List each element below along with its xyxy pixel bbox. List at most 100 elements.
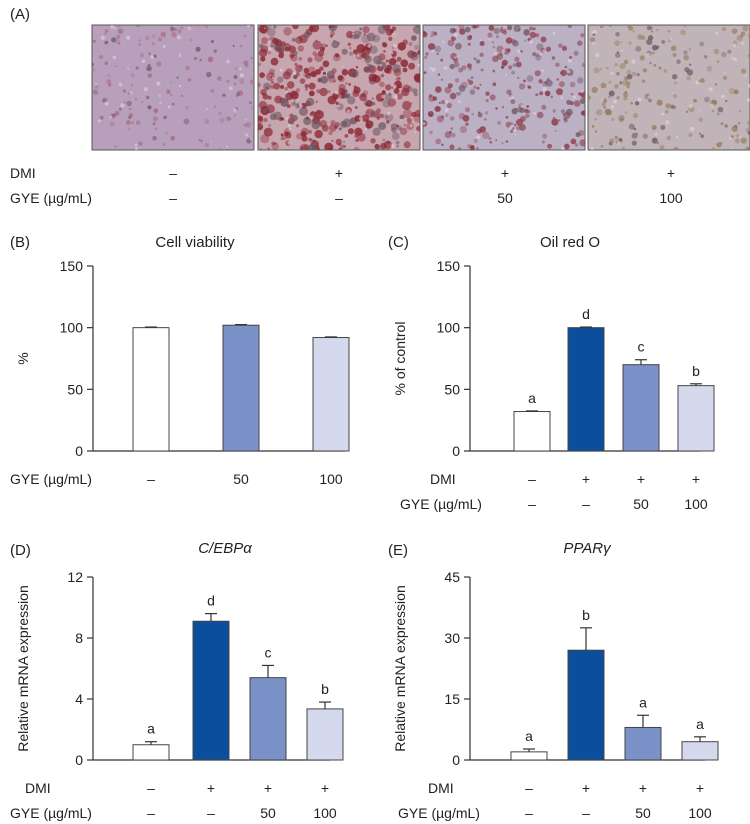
condition-cell: 50: [633, 496, 649, 512]
micrograph-gye-100: [587, 24, 750, 151]
significance-letter: c: [265, 644, 272, 660]
chart-d: (D) C/EBPα Relative mRNA expression 0 4 8 12 a d…: [10, 540, 344, 821]
chart-letter: (C): [388, 234, 409, 251]
panel-a-cell: +: [667, 165, 675, 181]
panel-a-cell: –: [335, 190, 343, 206]
condition-cell: +: [692, 471, 700, 487]
micrograph-control: [91, 24, 255, 151]
condition-row-label: GYE (µg/mL): [400, 496, 482, 512]
bar: [681, 741, 719, 761]
condition-cell: 100: [313, 805, 337, 821]
panel-a-letter: (A): [10, 6, 30, 23]
bar: [510, 751, 548, 761]
bar: [622, 364, 660, 452]
chart-c: (C) Oil red O % of control 0 50 100 150 a d c b DMI…: [388, 234, 715, 512]
chart-title: Cell viability: [155, 234, 235, 251]
significance-letter: b: [321, 681, 329, 697]
panel-a-cell: 50: [497, 190, 513, 206]
y-tick-label: 45: [444, 569, 460, 585]
condition-cell: –: [207, 805, 215, 821]
condition-cell: –: [528, 471, 536, 487]
condition-cell: +: [582, 471, 590, 487]
panel-a-row-label: DMI: [10, 165, 36, 181]
condition-row-label: GYE (µg/mL): [10, 471, 92, 487]
panel-a-row-label: GYE (µg/mL): [10, 190, 92, 206]
significance-letter: d: [207, 593, 215, 609]
panel-a: (A) DMI – + + + GYE (µg/mL) – – 50 100: [10, 6, 750, 206]
panel-a-cell: –: [169, 165, 177, 181]
bar: [249, 677, 287, 761]
panel-a-cell: +: [501, 165, 509, 181]
chart-letter: (B): [10, 234, 30, 251]
bar: [677, 385, 715, 452]
condition-cell: 50: [260, 805, 276, 821]
significance-letter: a: [147, 721, 155, 737]
condition-row-label: DMI: [25, 780, 51, 796]
condition-cell: +: [637, 471, 645, 487]
condition-cell: 100: [319, 471, 343, 487]
condition-cell: –: [147, 780, 155, 796]
panel-a-cell: –: [169, 190, 177, 206]
y-tick-label: 4: [75, 691, 83, 707]
y-tick-label: 100: [60, 320, 84, 336]
bar: [192, 620, 230, 761]
chart-e: (E) PPARγ Relative mRNA expression 0 15 30 45 a…: [388, 540, 719, 821]
y-axis-label: Relative mRNA expression: [392, 585, 408, 752]
bar: [567, 649, 605, 761]
significance-letter: b: [692, 363, 700, 379]
condition-cell: 100: [688, 805, 712, 821]
micrograph-dmi: [257, 24, 421, 151]
condition-cell: –: [582, 496, 590, 512]
bar: [132, 744, 170, 761]
significance-letter: a: [696, 716, 704, 732]
condition-cell: +: [696, 780, 704, 796]
y-tick-label: 30: [444, 630, 460, 646]
condition-cell: 50: [635, 805, 651, 821]
bar: [312, 337, 350, 452]
y-tick-label: 12: [67, 569, 83, 585]
significance-letter: a: [525, 728, 533, 744]
y-axis-label: %: [15, 352, 31, 364]
y-tick-label: 0: [75, 752, 83, 768]
micrograph-gye-50: [422, 24, 586, 151]
condition-row-label: DMI: [430, 471, 456, 487]
bar: [513, 411, 551, 452]
significance-letter: a: [639, 694, 647, 710]
y-axis-label: Relative mRNA expression: [15, 585, 31, 752]
y-tick-label: 50: [444, 381, 460, 397]
bar: [624, 726, 662, 761]
panel-a-cell: +: [335, 165, 343, 181]
condition-cell: –: [525, 780, 533, 796]
significance-letter: d: [582, 306, 590, 322]
condition-cell: –: [582, 805, 590, 821]
y-tick-label: 0: [75, 443, 83, 459]
y-axis-label: % of control: [392, 322, 408, 396]
panel-a-condition-table: DMI – + + + GYE (µg/mL) – – 50 100: [10, 165, 683, 206]
bar: [222, 324, 260, 452]
condition-cell: –: [147, 471, 155, 487]
condition-cell: –: [528, 496, 536, 512]
bar: [132, 327, 170, 452]
y-tick-label: 0: [452, 443, 460, 459]
y-tick-label: 150: [437, 258, 461, 274]
condition-row-label: DMI: [428, 780, 454, 796]
significance-letter: b: [582, 607, 590, 623]
condition-cell: –: [147, 805, 155, 821]
chart-title: Oil red O: [540, 234, 600, 251]
condition-row-label: GYE (µg/mL): [398, 805, 480, 821]
y-tick-label: 50: [67, 381, 83, 397]
significance-letter: c: [638, 339, 645, 355]
y-tick-label: 15: [444, 691, 460, 707]
chart-letter: (D): [10, 542, 31, 559]
micrograph-row: [91, 24, 750, 151]
panel-a-cell: 100: [659, 190, 683, 206]
y-tick-label: 150: [60, 258, 84, 274]
condition-cell: –: [525, 805, 533, 821]
condition-cell: 100: [684, 496, 708, 512]
condition-cell: +: [639, 780, 647, 796]
chart-title: PPARγ: [563, 540, 612, 557]
bar: [306, 708, 344, 761]
y-tick-label: 8: [75, 630, 83, 646]
